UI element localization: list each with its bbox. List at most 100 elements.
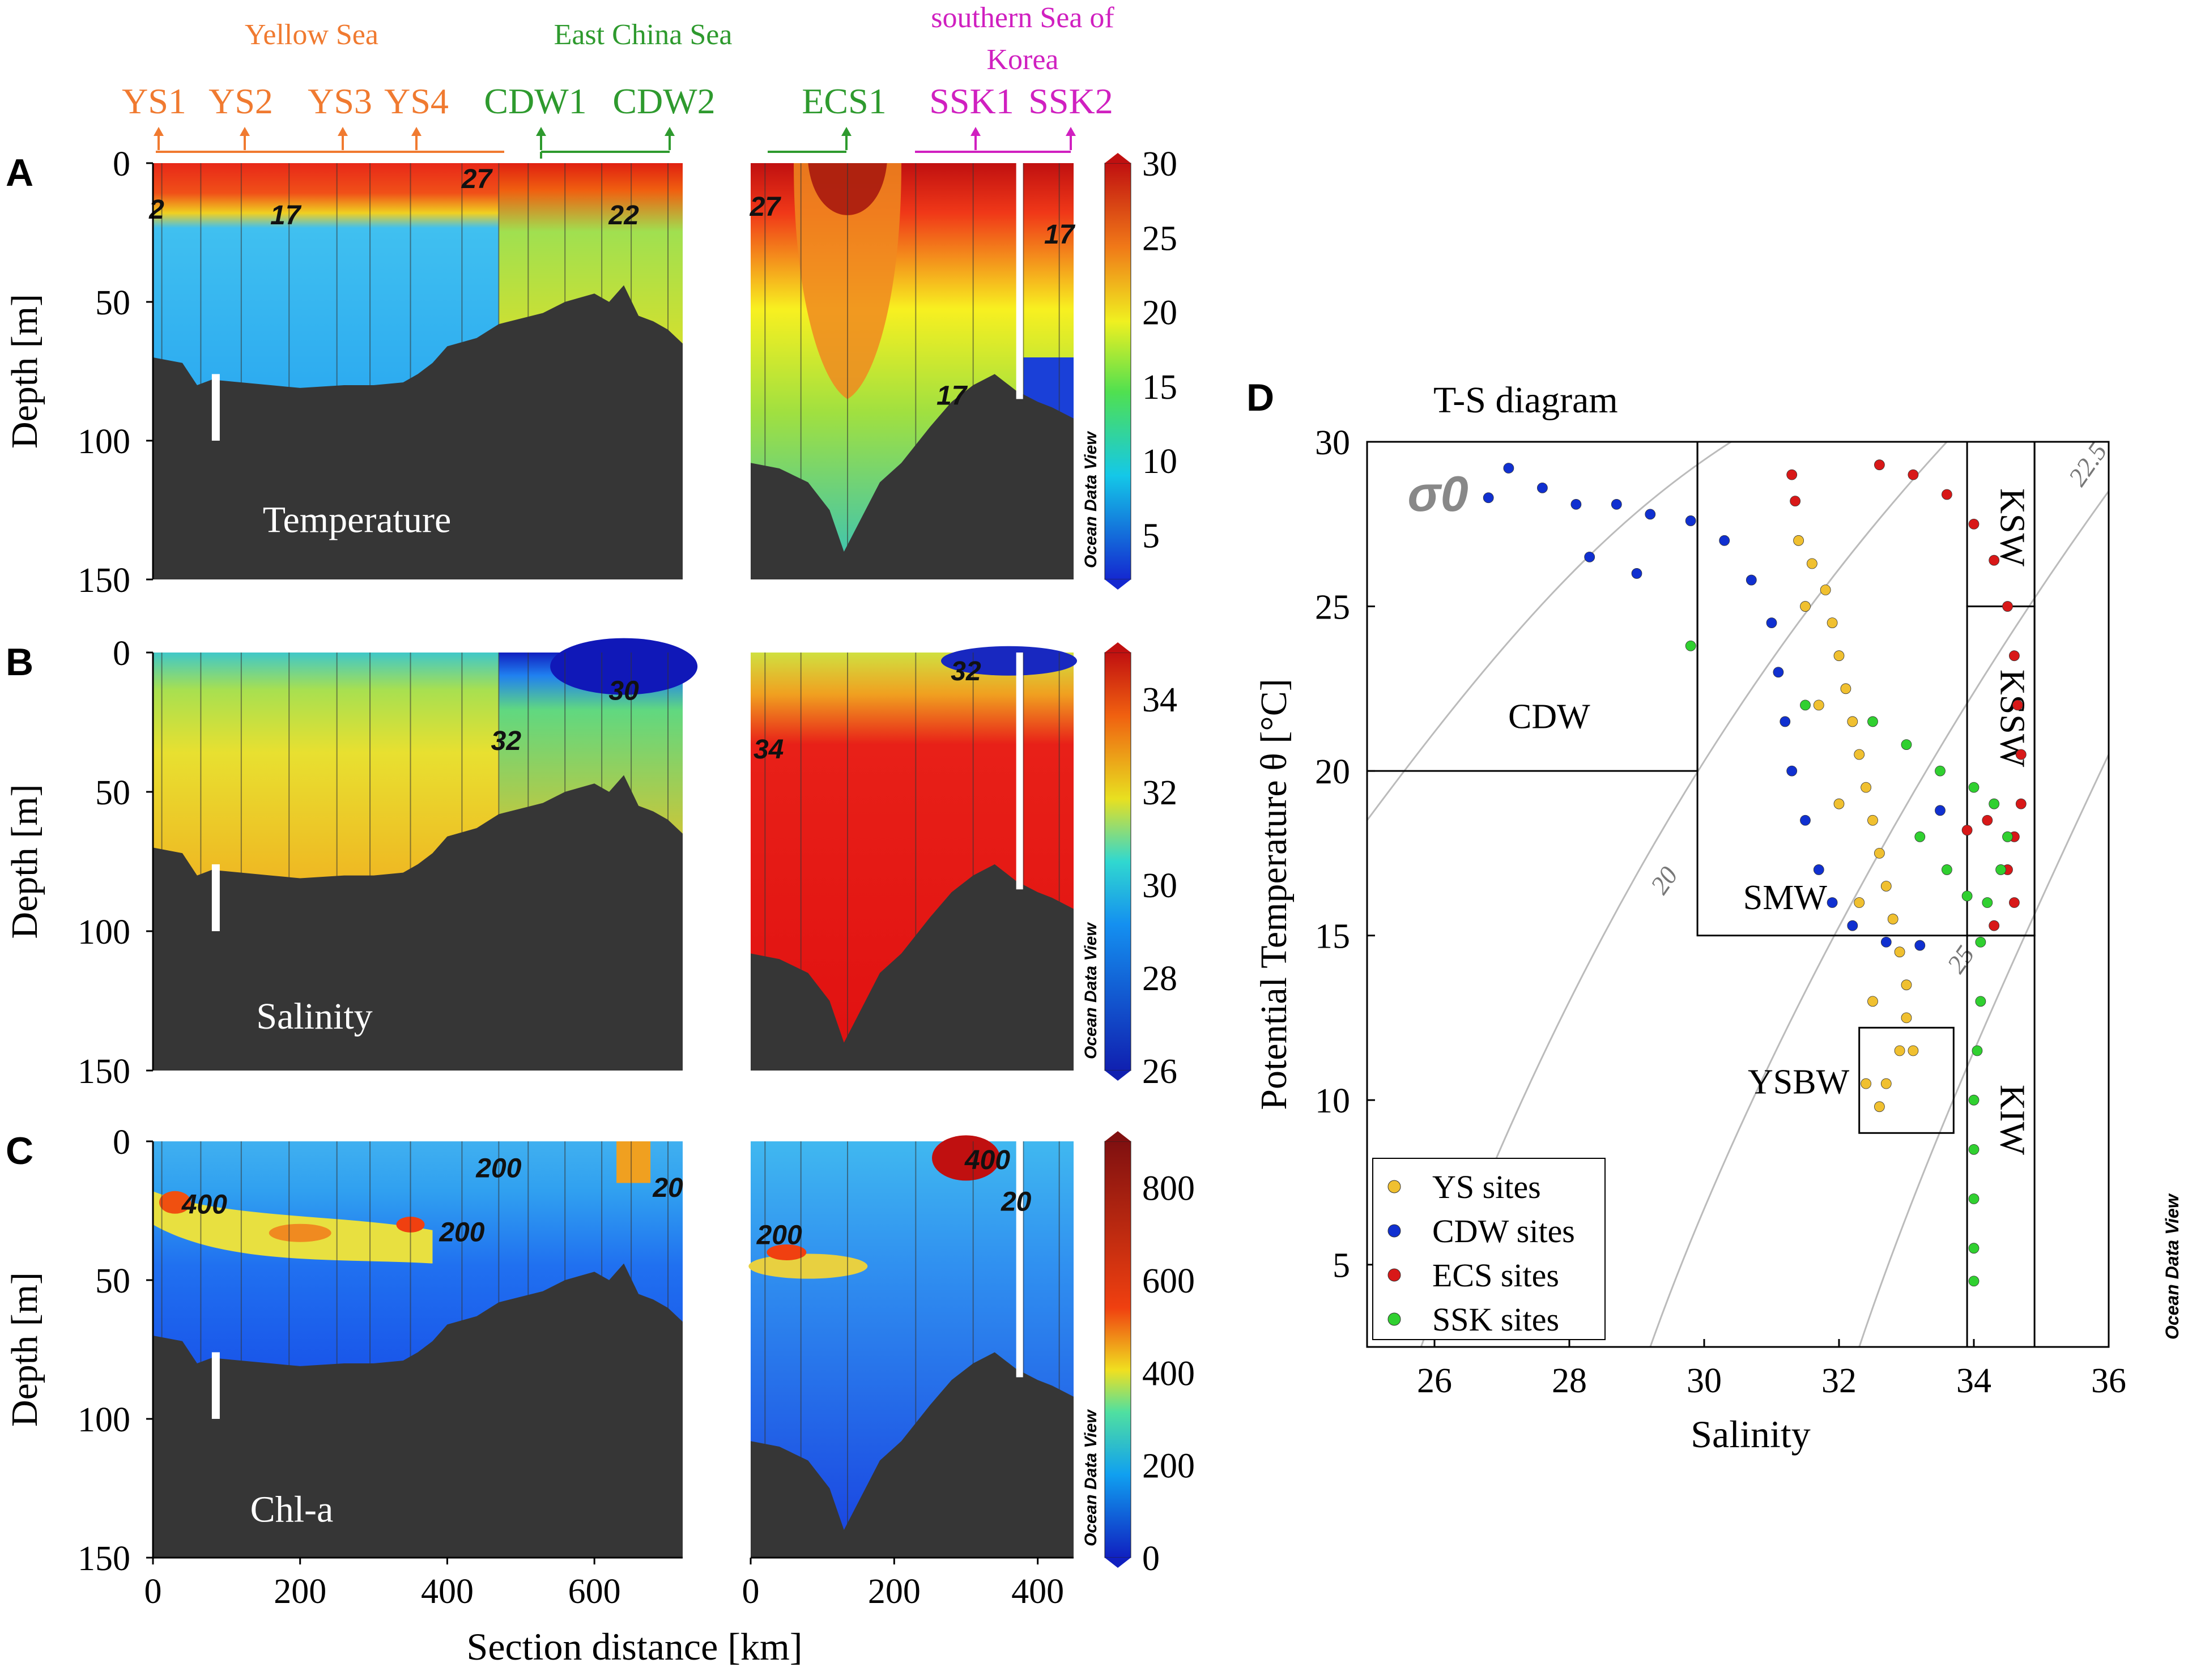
data-point-cdw-sites bbox=[1773, 667, 1784, 678]
contour-label: 27 bbox=[461, 164, 493, 194]
data-point-ssk-sites bbox=[1968, 1276, 1980, 1287]
data-point-ys-sites bbox=[1894, 946, 1905, 958]
contour-label: 17 bbox=[937, 381, 968, 411]
contour-label: 27 bbox=[750, 192, 782, 222]
contour-label: 34 bbox=[754, 735, 784, 765]
region-label-east-china-sea: East China Sea bbox=[554, 19, 733, 51]
station-arrowhead-ys2 bbox=[240, 127, 250, 136]
data-point-cdw-sites bbox=[1813, 864, 1824, 875]
salinity-fresh-plume bbox=[550, 638, 698, 695]
station-arrowhead-ys3 bbox=[338, 127, 348, 136]
data-point-ecs-sites bbox=[1982, 815, 1993, 826]
colorbar-tick-label: 600 bbox=[1142, 1262, 1195, 1300]
data-point-ys-sites bbox=[1861, 1078, 1872, 1089]
contour-label: 17 bbox=[1044, 220, 1076, 250]
data-point-ys-sites bbox=[1880, 881, 1892, 892]
data-point-ys-sites bbox=[1887, 914, 1898, 924]
data-point-cdw-sites bbox=[1536, 482, 1548, 493]
data-point-ssk-sites bbox=[1968, 1094, 1980, 1106]
seafloor-right bbox=[751, 1352, 1074, 1558]
colorbar-tick-label: 26 bbox=[1142, 1052, 1177, 1091]
colorbar-top-arrow bbox=[1105, 1131, 1131, 1141]
chl-peak-ssk bbox=[932, 1135, 1000, 1181]
data-point-ssk-sites bbox=[1975, 936, 1986, 948]
data-point-cdw-sites bbox=[1786, 765, 1798, 777]
depth-tick-label: 0 bbox=[113, 634, 130, 673]
x-tick-label: 600 bbox=[568, 1572, 621, 1611]
x-tick-label: 32 bbox=[1821, 1362, 1857, 1400]
x-tick-label: 26 bbox=[1417, 1362, 1452, 1400]
colorbar-bottom-arrow bbox=[1105, 579, 1131, 590]
panel-title: Salinity bbox=[256, 996, 372, 1037]
panel-letter: C bbox=[6, 1129, 33, 1172]
panel-letter: A bbox=[6, 151, 33, 194]
panel-letter: D bbox=[1246, 376, 1274, 419]
colorbar-bottom-arrow bbox=[1105, 1558, 1131, 1568]
data-point-ecs-sites bbox=[1908, 469, 1919, 480]
x-tick-label: 0 bbox=[742, 1572, 760, 1611]
density-isoline bbox=[1366, 441, 1732, 821]
station-label-ssk2: SSK2 bbox=[1028, 81, 1113, 121]
data-point-ssk-sites bbox=[1968, 1193, 1980, 1204]
data-point-cdw-sites bbox=[1645, 509, 1656, 520]
panel-d-ts-diagram: D T-S diagram2022.525CDWSMWYSBWKSWKSSWKIW… bbox=[1246, 376, 2182, 1456]
station-label-ys4: YS4 bbox=[384, 81, 449, 121]
data-point-cdw-sites bbox=[1780, 716, 1791, 727]
data-point-ssk-sites bbox=[1975, 996, 1986, 1007]
data-point-cdw-sites bbox=[1827, 897, 1838, 908]
ocean-data-view-watermark: Ocean Data View bbox=[1082, 431, 1100, 568]
data-point-ssk-sites bbox=[1941, 864, 1952, 875]
station-label-cdw1: CDW1 bbox=[484, 81, 586, 121]
salinity-fresh-surface-ecs bbox=[941, 646, 1077, 676]
data-point-ecs-sites bbox=[1941, 489, 1952, 500]
plot-frame bbox=[1366, 441, 2110, 1348]
data-point-cdw-sites bbox=[1584, 551, 1595, 562]
data-point-ssk-sites bbox=[1914, 831, 1926, 842]
x-tick-label: 28 bbox=[1552, 1362, 1587, 1400]
data-point-ssk-sites bbox=[1989, 798, 2000, 809]
legend-label-ys-sites: YS sites bbox=[1432, 1169, 1541, 1205]
data-point-ssk-sites bbox=[1685, 640, 1696, 651]
colorbar-tick-label: 800 bbox=[1142, 1170, 1195, 1208]
colorbar-tick-label: 15 bbox=[1142, 368, 1177, 407]
seafloor-left bbox=[153, 285, 683, 580]
data-point-ys-sites bbox=[1827, 617, 1838, 628]
data-gap bbox=[211, 1352, 220, 1419]
region-label-yellow-sea: Yellow Sea bbox=[245, 19, 378, 51]
x-tick-label: 400 bbox=[1011, 1572, 1064, 1611]
data-point-ys-sites bbox=[1840, 683, 1851, 694]
water-mass-box-ysbw bbox=[1858, 1026, 1955, 1134]
data-point-cdw-sites bbox=[1847, 920, 1858, 931]
sigma-label: σ0 bbox=[1407, 466, 1468, 522]
colorbar-tick-label: 10 bbox=[1142, 442, 1177, 481]
station-arrowhead-ssk1 bbox=[970, 127, 981, 136]
contour-label: 20 bbox=[1001, 1187, 1032, 1217]
colorbar-tick-label: 30 bbox=[1142, 145, 1177, 184]
legend-box bbox=[1372, 1158, 1606, 1340]
data-point-ys-sites bbox=[1800, 601, 1811, 612]
data-point-ys-sites bbox=[1854, 897, 1865, 908]
station-arrowhead-ys1 bbox=[154, 127, 164, 136]
x-tick-label: 200 bbox=[274, 1572, 326, 1611]
data-point-ssk-sites bbox=[1972, 1045, 1983, 1056]
data-point-cdw-sites bbox=[1935, 805, 1946, 816]
seafloor-right bbox=[751, 374, 1074, 579]
data-point-ys-sites bbox=[1901, 1012, 1912, 1024]
depth-tick-label: 0 bbox=[113, 1123, 130, 1162]
colorbar-top-arrow bbox=[1105, 642, 1131, 653]
station-arrowhead-ssk2 bbox=[1066, 127, 1076, 136]
data-point-ys-sites bbox=[1793, 535, 1804, 546]
data-point-ys-sites bbox=[1833, 798, 1845, 809]
water-mass-box-kssw bbox=[1966, 606, 2036, 937]
contour-label: 17 bbox=[270, 201, 302, 231]
panel-c-chl-a: 400 200 200 20 400 200 20 Chl-a 0 50 100 150 Depth [… bbox=[4, 1123, 1195, 1668]
section-header: Yellow Sea East China Sea southern Sea of K… bbox=[122, 2, 1114, 159]
chl-peak-ecs bbox=[748, 1253, 868, 1279]
legend-label-ssk-sites: SSK sites bbox=[1432, 1301, 1559, 1338]
data-point-ys-sites bbox=[1874, 1101, 1885, 1112]
data-point-ssk-sites bbox=[1968, 782, 1980, 793]
panel-title: Chl-a bbox=[250, 1489, 334, 1530]
x-tick-label: 34 bbox=[1956, 1362, 1991, 1400]
data-point-ys-sites bbox=[1806, 558, 1817, 569]
